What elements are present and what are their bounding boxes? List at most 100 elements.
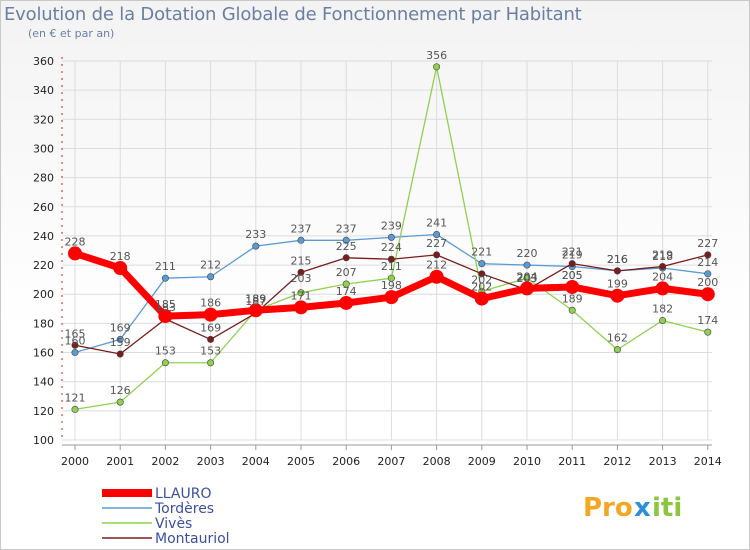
point-llauro-2002 xyxy=(158,309,173,324)
data-label-vivs-2009: 202 xyxy=(471,273,492,286)
point-montauriol-2001 xyxy=(116,350,124,358)
data-label-vivs-2000: 121 xyxy=(65,391,86,404)
data-label-llauro-2012: 199 xyxy=(607,278,628,291)
y-tick-label-320: 320 xyxy=(33,113,54,126)
data-label-extra-3: 205 xyxy=(562,269,583,282)
axes: 100 120 140 160 180 200 220 240 260 280 300 320 340 3… xyxy=(33,55,722,468)
data-label-vivs-2008: 356 xyxy=(426,49,447,62)
point-tordres-2001 xyxy=(116,335,124,343)
data-label-tordres-2008: 241 xyxy=(426,216,447,229)
data-label-montauriol-2001: 159 xyxy=(110,336,131,349)
data-label-tordres-2005: 237 xyxy=(291,222,312,235)
point-vivs-2001 xyxy=(116,398,124,406)
x-tick-label-2014: 2014 xyxy=(694,455,722,468)
point-vivs-2006 xyxy=(342,280,350,288)
point-tordres-2000 xyxy=(71,349,79,357)
data-label-llauro-2013: 204 xyxy=(652,270,673,283)
point-llauro-2010 xyxy=(520,281,534,296)
point-vivs-2012 xyxy=(613,346,621,354)
y-tick-label-260: 260 xyxy=(33,201,54,214)
y-tick-label-340: 340 xyxy=(33,84,54,97)
point-tordres-2002 xyxy=(161,274,169,282)
x-tick-label-2002: 2002 xyxy=(151,455,179,468)
y-tick-label-160: 160 xyxy=(33,347,54,360)
y-tick-label-140: 140 xyxy=(33,376,54,389)
point-montauriol-2008 xyxy=(433,251,441,259)
x-tick-label-2010: 2010 xyxy=(513,455,541,468)
data-label-llauro-2010: 204 xyxy=(517,270,538,283)
point-vivs-2002 xyxy=(161,359,169,367)
y-tick-label-180: 180 xyxy=(33,317,54,330)
data-label-llauro-2002: 185 xyxy=(155,298,176,311)
x-tick-label-2003: 2003 xyxy=(197,455,225,468)
point-vivs-2008 xyxy=(433,63,441,71)
point-tordres-2009 xyxy=(478,260,486,268)
point-tordres-2008 xyxy=(433,230,441,238)
point-tordres-2014 xyxy=(704,270,712,278)
data-label-montauriol-2002: 183 xyxy=(155,301,176,314)
proxiti-logo: Pro x iti xyxy=(583,493,682,523)
point-llauro-2003 xyxy=(203,307,218,322)
x-tick-label-2005: 2005 xyxy=(287,455,315,468)
data-label-llauro-2007: 198 xyxy=(381,279,402,292)
x-tick-label-2004: 2004 xyxy=(242,455,270,468)
point-llauro-2014 xyxy=(700,287,715,302)
point-llauro-2009 xyxy=(474,291,489,306)
data-label-extra-5: 207 xyxy=(336,266,357,279)
data-label-tordres-2011: 219 xyxy=(562,249,583,262)
point-montauriol-2000 xyxy=(71,341,79,349)
data-label-vivs-2011: 189 xyxy=(562,292,583,305)
data-label-tordres-2006: 237 xyxy=(336,222,357,235)
x-tick-label-2008: 2008 xyxy=(423,455,451,468)
data-label-vivs-2002: 153 xyxy=(155,345,176,358)
y-tick-label-120: 120 xyxy=(33,405,54,418)
legend-label-llauro: LLAURO xyxy=(155,486,212,502)
data-label-montauriol-2007: 224 xyxy=(381,241,402,254)
y-tick-label-280: 280 xyxy=(33,172,54,185)
point-montauriol-2012 xyxy=(613,267,621,275)
series-layer xyxy=(68,63,715,413)
data-label-llauro-2004: 189 xyxy=(245,292,266,305)
data-label-tordres-2000: 160 xyxy=(65,335,86,348)
data-label-montauriol-2006: 225 xyxy=(336,240,357,253)
point-vivs-2011 xyxy=(568,306,576,314)
point-montauriol-2013 xyxy=(659,263,667,271)
point-montauriol-2006 xyxy=(342,254,350,262)
data-label-extra-6: 211 xyxy=(381,260,402,273)
point-vivs-2007 xyxy=(387,274,395,282)
data-label-tordres-2001: 169 xyxy=(110,321,131,334)
point-tordres-2010 xyxy=(523,261,531,269)
data-label-montauriol-2000: 165 xyxy=(65,327,86,340)
point-llauro-2004 xyxy=(248,303,263,318)
data-label-montauriol-2004: 187 xyxy=(245,295,266,308)
logo-pro: Pro xyxy=(583,493,633,523)
data-label-vivs-2003: 153 xyxy=(200,345,221,358)
point-vivs-2013 xyxy=(659,316,667,324)
point-montauriol-2007 xyxy=(387,255,395,263)
data-label-vivs-2014: 174 xyxy=(697,314,718,327)
point-vivs-2010 xyxy=(523,274,531,282)
data-label-montauriol-2012: 216 xyxy=(607,253,628,266)
data-label-extra-2: 174 xyxy=(336,285,357,298)
point-vivs-2005 xyxy=(297,289,305,297)
data-label-montauriol-2010: 203 xyxy=(517,272,538,285)
x-tick-label-2000: 2000 xyxy=(61,455,89,468)
data-label-montauriol-2005: 215 xyxy=(291,254,312,267)
data-label-montauriol-2008: 227 xyxy=(426,237,447,250)
point-tordres-2004 xyxy=(252,242,260,250)
data-label-tordres-2009: 221 xyxy=(471,246,492,259)
data-label-vivs-2012: 162 xyxy=(607,332,628,345)
data-label-montauriol-2014: 227 xyxy=(697,237,718,250)
point-vivs-2014 xyxy=(704,328,712,336)
point-montauriol-2011 xyxy=(568,260,576,268)
point-tordres-2003 xyxy=(207,273,215,281)
data-label-llauro-2014: 200 xyxy=(697,276,718,289)
data-label-llauro-2001: 218 xyxy=(110,250,131,263)
logo-iti: iti xyxy=(652,493,682,523)
point-tordres-2005 xyxy=(297,236,305,244)
data-label-vivs-2001: 126 xyxy=(110,384,131,397)
chart-subtitle: (en € et par an) xyxy=(28,27,115,40)
